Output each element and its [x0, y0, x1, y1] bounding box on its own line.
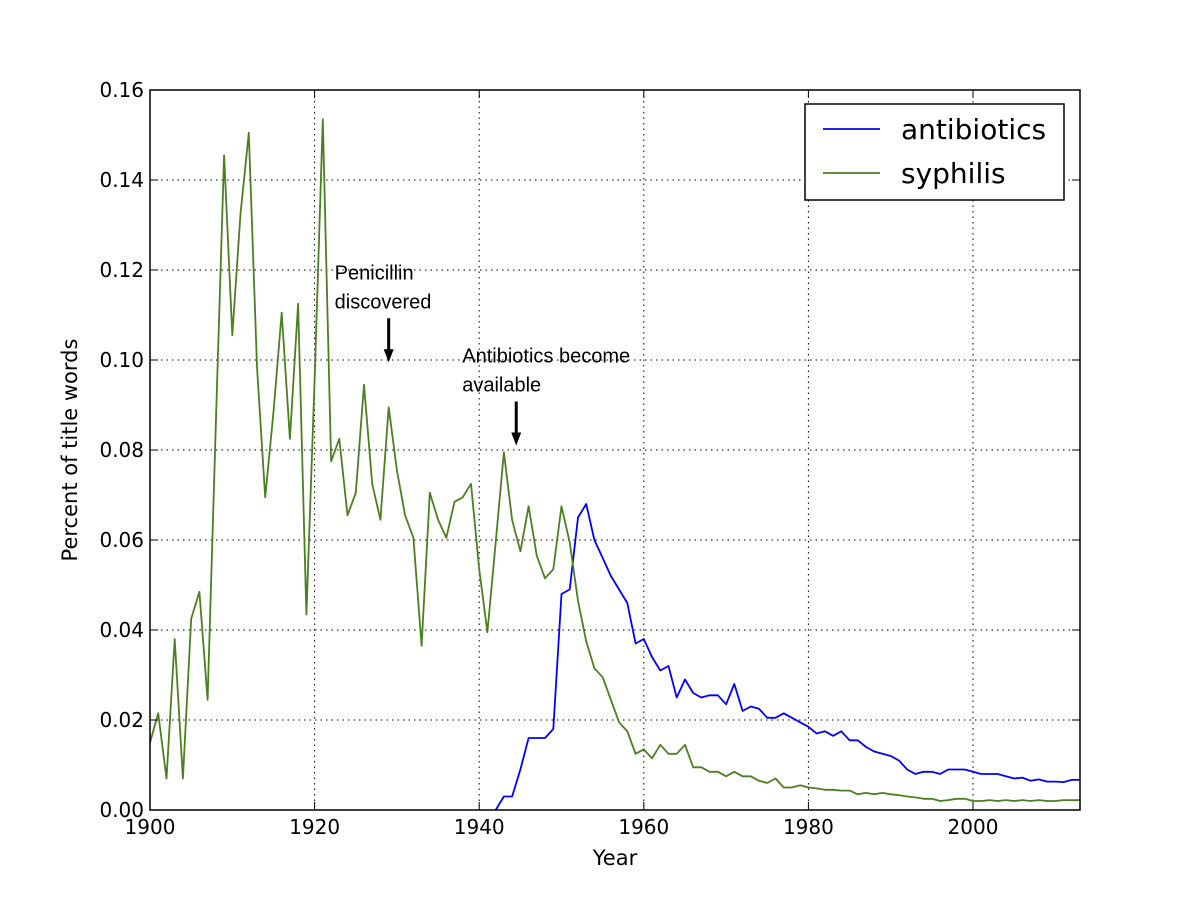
x-axis-title: Year — [592, 846, 638, 870]
annotation-2: Antibiotics become available — [462, 346, 630, 446]
series-line-syphilis — [149, 118, 1080, 802]
x-tick-label: 1940 — [454, 815, 505, 839]
y-axis-title: Percent of title words — [58, 339, 82, 562]
x-tick-label: 1900 — [125, 815, 176, 839]
y-tick-label: 0.16 — [99, 78, 144, 102]
y-tick-label: 0.08 — [99, 438, 144, 462]
y-tick-label: 0.14 — [99, 168, 144, 192]
legend-label-antibiotics: antibiotics — [901, 113, 1046, 146]
annotation-text: Antibiotics become — [462, 346, 630, 368]
annotation-text: discovered — [335, 291, 432, 313]
y-tick-label: 0.12 — [99, 258, 144, 282]
series-line-antibiotics — [494, 503, 1080, 811]
legend-label-syphilis: syphilis — [901, 157, 1006, 190]
x-tick-label: 1980 — [783, 815, 834, 839]
x-tick-label: 1920 — [289, 815, 340, 839]
legend-box — [804, 103, 1065, 201]
annotation-arrow-head — [383, 349, 394, 363]
series-lines — [149, 118, 1080, 811]
y-tick-label: 0.10 — [99, 348, 144, 372]
y-tick-label: 0.02 — [99, 708, 144, 732]
annotation-text: available — [462, 375, 541, 397]
x-tick-label: 2000 — [948, 815, 999, 839]
legend: antibiotics syphilis — [804, 103, 1065, 201]
annotation-1: Penicillin discovered — [335, 262, 432, 363]
annotation-arrow-head — [511, 432, 522, 446]
annotations: Penicillin discovered Antibiotics become av… — [335, 262, 630, 446]
y-tick-label: 0.04 — [99, 618, 144, 642]
y-tick-label: 0.06 — [99, 528, 144, 552]
annotation-text: Penicillin — [335, 262, 414, 284]
x-tick-label: 1960 — [618, 815, 669, 839]
y-tick-label: 0.00 — [99, 798, 144, 822]
axis-ticks: 1900 1920 1940 1960 1980 2000 0.00 0.02 0.04 0.06… — [99, 78, 1080, 839]
